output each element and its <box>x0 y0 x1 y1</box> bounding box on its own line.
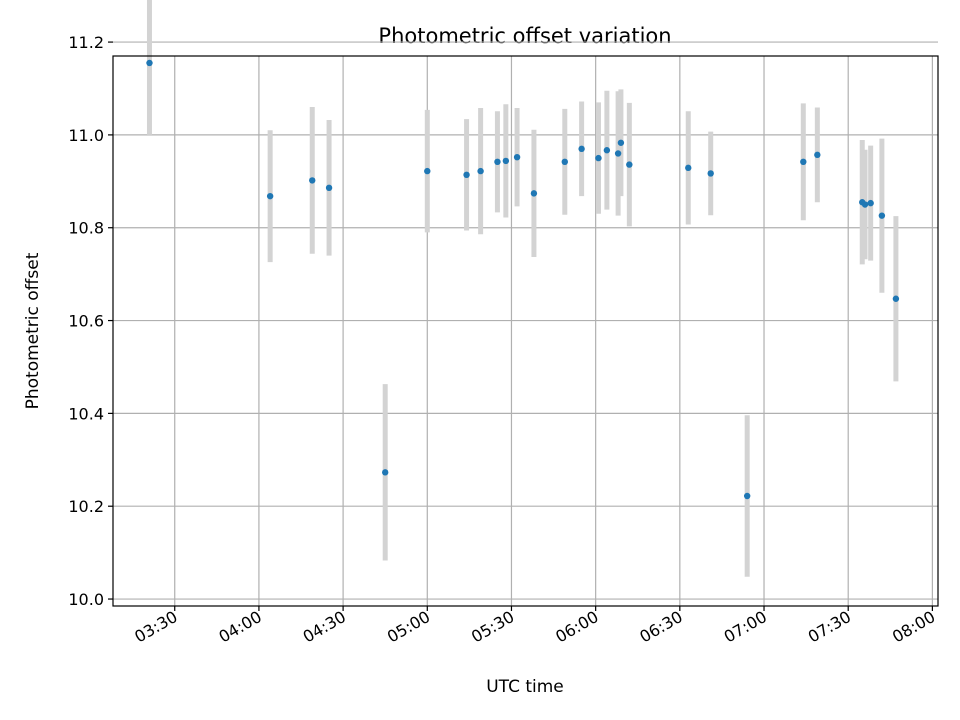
data-point <box>146 59 153 67</box>
data-point <box>494 158 501 166</box>
data-point <box>878 212 886 219</box>
data-point <box>561 158 568 166</box>
x-tick-label: 06:30 <box>636 607 685 647</box>
data-point <box>513 153 521 161</box>
data-point <box>685 164 692 172</box>
data-point <box>867 199 874 207</box>
y-tick-label: 10.2 <box>68 497 104 516</box>
data-point <box>502 157 510 165</box>
data-point <box>800 158 807 166</box>
y-tick-label: 10.6 <box>68 312 104 331</box>
data-point <box>595 154 602 162</box>
data-point <box>603 147 611 154</box>
data-point <box>578 145 585 153</box>
data-point <box>892 295 900 302</box>
data-point <box>424 167 431 175</box>
y-tick-label: 11.0 <box>68 126 104 145</box>
grid-layer <box>113 41 938 606</box>
y-axis-label: Photometric offset <box>23 252 43 409</box>
data-point <box>707 170 714 177</box>
y-tick-label: 11.2 <box>68 33 104 52</box>
x-tick-label: 07:00 <box>721 607 770 647</box>
chart-title: Photometric offset variation <box>378 24 671 48</box>
data-point <box>309 177 316 184</box>
x-tick-label: 08:00 <box>889 607 938 647</box>
y-tick-label: 10.8 <box>68 219 104 238</box>
data-point <box>463 171 470 179</box>
data-point <box>614 150 622 157</box>
x-tick-label: 04:00 <box>215 607 264 647</box>
data-point <box>743 492 751 500</box>
x-tick-label: 03:30 <box>131 607 180 647</box>
data-point <box>477 167 484 175</box>
data-point <box>617 139 625 146</box>
data-point <box>814 151 821 159</box>
data-point <box>530 190 538 197</box>
x-tick-label: 04:30 <box>300 607 349 647</box>
x-tick-label: 06:00 <box>552 607 601 647</box>
data-point <box>381 469 389 476</box>
x-tick-label: 05:30 <box>468 607 517 647</box>
data-point <box>325 184 333 192</box>
data-point <box>626 161 633 168</box>
errorbar-layer <box>146 0 899 577</box>
x-axis-label: UTC time <box>486 677 564 697</box>
x-tick-label: 07:30 <box>805 607 854 647</box>
y-tick-label: 10.0 <box>68 590 104 609</box>
x-tick-label: 05:00 <box>384 607 433 647</box>
plot-frame <box>112 55 939 607</box>
y-tick-label: 10.4 <box>68 404 104 423</box>
data-point <box>861 201 869 208</box>
point-layer <box>146 59 900 500</box>
data-point <box>266 192 274 200</box>
